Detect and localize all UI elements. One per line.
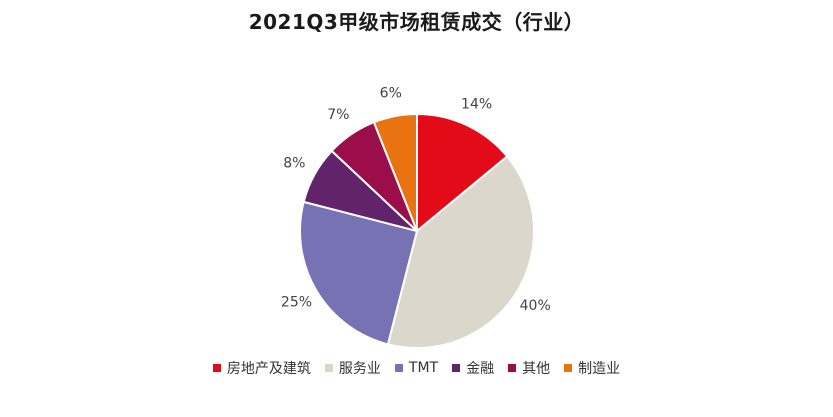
legend-item: 金融 bbox=[452, 358, 494, 378]
legend-swatch bbox=[324, 364, 333, 372]
pie-slice-6 bbox=[372, 112, 418, 232]
legend-item: 服务业 bbox=[324, 358, 381, 378]
legend-swatch bbox=[508, 364, 517, 372]
slice-label-3: 25% bbox=[281, 294, 312, 310]
legend-label: 制造业 bbox=[578, 361, 621, 377]
legend-swatch bbox=[452, 364, 461, 372]
legend-label: 金融 bbox=[466, 361, 495, 377]
legend-item: TMT bbox=[394, 360, 439, 376]
slice-label-5: 7% bbox=[327, 107, 349, 123]
legend-item: 房地产及建筑 bbox=[212, 358, 311, 378]
legend-item: 制造业 bbox=[564, 358, 620, 378]
pie-slice-3 bbox=[299, 200, 419, 346]
legend-item: 其他 bbox=[508, 358, 550, 378]
pie-slice-labels: 14% 40% 25% 8% 7% 6% bbox=[281, 85, 551, 314]
chart-legend: 房地产及建筑 服务业 TMT 金融 其他 制造业 bbox=[0, 358, 833, 378]
legend-swatch bbox=[394, 364, 403, 372]
legend-swatch bbox=[564, 364, 573, 372]
legend-label: TMT bbox=[408, 360, 439, 376]
slice-label-2: 40% bbox=[520, 298, 551, 314]
chart-title: 2021Q3甲级市场租赁成交（行业） bbox=[248, 10, 585, 34]
slice-label-1: 14% bbox=[461, 96, 492, 112]
slice-label-4: 8% bbox=[283, 156, 305, 172]
pie-slices bbox=[299, 112, 535, 349]
legend-label: 其他 bbox=[522, 361, 551, 377]
legend-label: 服务业 bbox=[338, 361, 381, 377]
slice-label-6: 6% bbox=[380, 85, 402, 101]
legend-swatch bbox=[212, 364, 221, 372]
pie-slice-2 bbox=[386, 155, 535, 349]
pie-slice-1 bbox=[416, 112, 509, 234]
legend-label: 房地产及建筑 bbox=[226, 361, 311, 377]
